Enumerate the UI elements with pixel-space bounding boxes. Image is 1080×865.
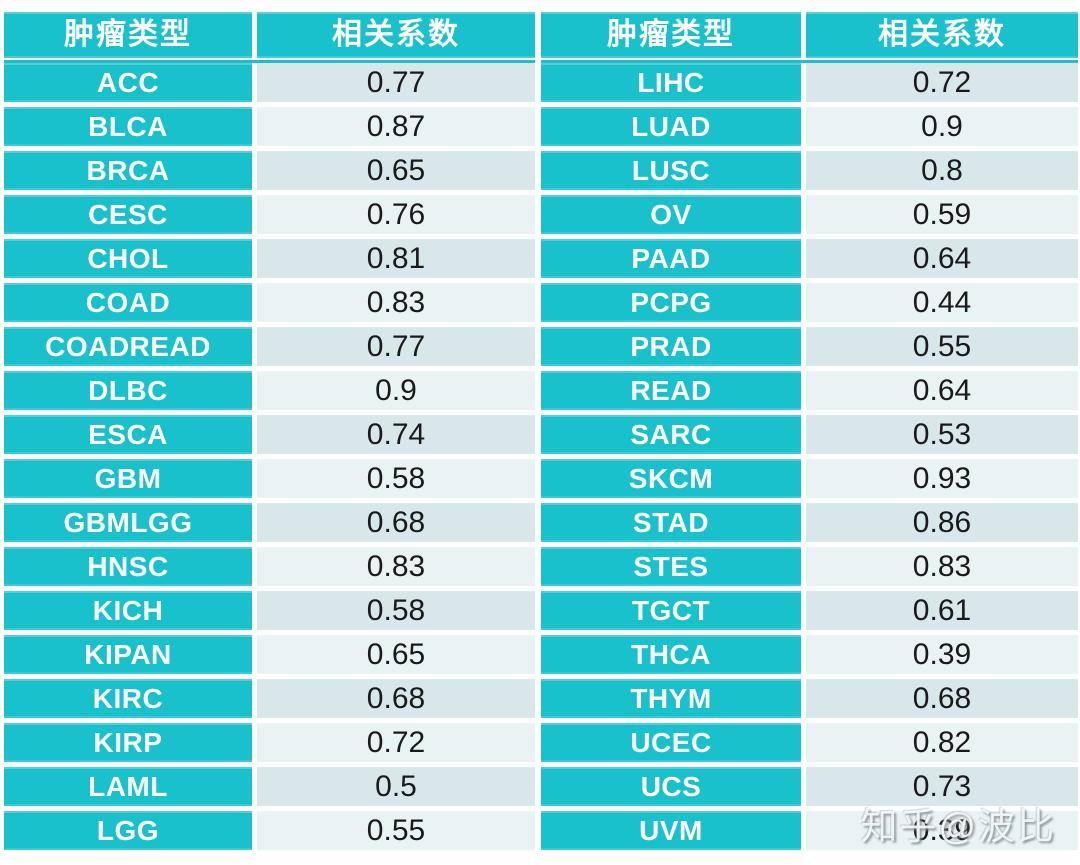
tumor-type-cell: CHOL bbox=[4, 239, 252, 278]
tumor-type-cell: SARC bbox=[541, 415, 801, 454]
coefficient-cell: 0.83 bbox=[257, 283, 535, 322]
header-divider bbox=[541, 60, 1078, 63]
tumor-type-cell: GBM bbox=[4, 459, 252, 498]
coefficient-cell: 0.87 bbox=[257, 107, 535, 146]
coefficient-cell: 0.39 bbox=[806, 811, 1078, 850]
tumor-type-cell: READ bbox=[541, 371, 801, 410]
tumor-type-cell: SKCM bbox=[541, 459, 801, 498]
tumor-type-cell: KIPAN bbox=[4, 635, 252, 674]
coefficient-cell: 0.81 bbox=[257, 239, 535, 278]
coefficient-cell: 0.9 bbox=[806, 107, 1078, 146]
tumor-type-cell: ESCA bbox=[4, 415, 252, 454]
tumor-type-cell: LIHC bbox=[541, 63, 801, 102]
coefficient-cell: 0.64 bbox=[806, 239, 1078, 278]
tumor-type-cell: COAD bbox=[4, 283, 252, 322]
coefficient-cell: 0.55 bbox=[806, 327, 1078, 366]
coefficient-cell: 0.72 bbox=[806, 63, 1078, 102]
tumor-type-cell: PAAD bbox=[541, 239, 801, 278]
tumor-type-cell: OV bbox=[541, 195, 801, 234]
tumor-type-cell: STAD bbox=[541, 503, 801, 542]
coefficient-cell: 0.68 bbox=[257, 503, 535, 542]
tumor-type-cell: TGCT bbox=[541, 591, 801, 630]
coefficient-cell: 0.77 bbox=[257, 63, 535, 102]
tumor-type-cell: UCEC bbox=[541, 723, 801, 762]
tumor-type-cell: LUAD bbox=[541, 107, 801, 146]
coefficient-cell: 0.9 bbox=[257, 371, 535, 410]
coefficient-cell: 0.65 bbox=[257, 635, 535, 674]
tumor-type-cell: THYM bbox=[541, 679, 801, 718]
tumor-type-cell: HNSC bbox=[4, 547, 252, 586]
left-tumor-type-header: 肿瘤类型 bbox=[4, 12, 252, 58]
coefficient-cell: 0.5 bbox=[257, 767, 535, 806]
coefficient-cell: 0.77 bbox=[257, 327, 535, 366]
coefficient-cell: 0.74 bbox=[257, 415, 535, 454]
tumor-type-cell: COADREAD bbox=[4, 327, 252, 366]
coefficient-cell: 0.76 bbox=[257, 195, 535, 234]
correlation-tables: 肿瘤类型 相关系数 ACC 0.77 BLCA 0.87 BRCA 0.65 C… bbox=[4, 12, 1078, 850]
tumor-type-cell: BRCA bbox=[4, 151, 252, 190]
header-divider bbox=[4, 60, 535, 63]
tumor-type-cell: DLBC bbox=[4, 371, 252, 410]
coefficient-cell: 0.65 bbox=[257, 151, 535, 190]
coefficient-cell: 0.61 bbox=[806, 591, 1078, 630]
coefficient-cell: 0.44 bbox=[806, 283, 1078, 322]
coefficient-cell: 0.83 bbox=[806, 547, 1078, 586]
coefficient-cell: 0.68 bbox=[257, 679, 535, 718]
coefficient-cell: 0.82 bbox=[806, 723, 1078, 762]
tumor-type-cell: STES bbox=[541, 547, 801, 586]
coefficient-cell: 0.58 bbox=[257, 459, 535, 498]
coefficient-cell: 0.72 bbox=[257, 723, 535, 762]
tumor-type-cell: PRAD bbox=[541, 327, 801, 366]
right-table: 肿瘤类型 相关系数 LIHC 0.72 LUAD 0.9 LUSC 0.8 OV… bbox=[541, 12, 1078, 850]
tumor-type-cell: LUSC bbox=[541, 151, 801, 190]
coefficient-cell: 0.8 bbox=[806, 151, 1078, 190]
left-coefficient-header: 相关系数 bbox=[257, 12, 535, 58]
coefficient-cell: 0.39 bbox=[806, 635, 1078, 674]
coefficient-cell: 0.64 bbox=[806, 371, 1078, 410]
tumor-type-cell: THCA bbox=[541, 635, 801, 674]
right-coefficient-header: 相关系数 bbox=[806, 12, 1078, 58]
coefficient-cell: 0.58 bbox=[257, 591, 535, 630]
tumor-type-cell: KICH bbox=[4, 591, 252, 630]
coefficient-cell: 0.86 bbox=[806, 503, 1078, 542]
tumor-type-cell: GBMLGG bbox=[4, 503, 252, 542]
left-table: 肿瘤类型 相关系数 ACC 0.77 BLCA 0.87 BRCA 0.65 C… bbox=[4, 12, 535, 850]
tumor-type-cell: PCPG bbox=[541, 283, 801, 322]
tumor-type-cell: LAML bbox=[4, 767, 252, 806]
tumor-type-cell: BLCA bbox=[4, 107, 252, 146]
coefficient-cell: 0.53 bbox=[806, 415, 1078, 454]
tumor-type-cell: KIRP bbox=[4, 723, 252, 762]
coefficient-cell: 0.73 bbox=[806, 767, 1078, 806]
tumor-type-cell: UCS bbox=[541, 767, 801, 806]
coefficient-cell: 0.68 bbox=[806, 679, 1078, 718]
tumor-type-cell: LGG bbox=[4, 811, 252, 850]
coefficient-cell: 0.83 bbox=[257, 547, 535, 586]
tumor-type-cell: ACC bbox=[4, 63, 252, 102]
coefficient-cell: 0.93 bbox=[806, 459, 1078, 498]
tumor-type-cell: UVM bbox=[541, 811, 801, 850]
coefficient-cell: 0.59 bbox=[806, 195, 1078, 234]
tumor-type-cell: KIRC bbox=[4, 679, 252, 718]
coefficient-cell: 0.55 bbox=[257, 811, 535, 850]
right-tumor-type-header: 肿瘤类型 bbox=[541, 12, 801, 58]
tumor-type-cell: CESC bbox=[4, 195, 252, 234]
